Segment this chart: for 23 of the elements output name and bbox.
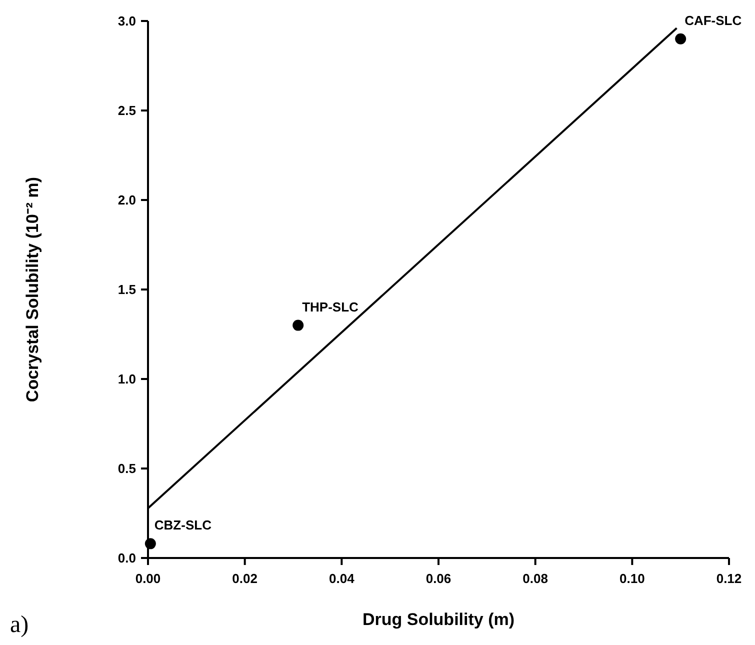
point [675,33,686,44]
x-tick-label: 0.02 [232,571,258,586]
point [144,538,156,550]
y-tick-label: 3.0 [118,14,136,28]
y-tick-label: 1.5 [118,282,136,297]
point [292,320,304,331]
x-tick-label: 0.00 [135,571,161,586]
y-tick-label: 0.0 [118,550,136,566]
annotation: THP-SLC [302,299,360,314]
y-tick-label: 2.0 [118,192,136,208]
x-tick-label: 0.08 [522,571,548,586]
y-tick-label: 1.0 [118,372,136,386]
x-axis-title: Drug Solubility (m) [362,610,515,629]
y-tick-label: 0.5 [118,461,136,476]
y-tick-label: 2.5 [118,103,136,118]
x-tick-label: 0.12 [716,571,742,586]
annotation: CBZ-SLC [154,518,212,533]
x-tick-label: 0.06 [426,571,452,586]
annotation: CAF-SLC [684,12,742,28]
y-axis-title: Cocrystal Solubility (10⁻² m) [23,176,42,402]
text: a) [10,612,29,638]
x-tick-label: 0.04 [329,571,356,586]
x-tick-label: 0.10 [620,571,645,586]
